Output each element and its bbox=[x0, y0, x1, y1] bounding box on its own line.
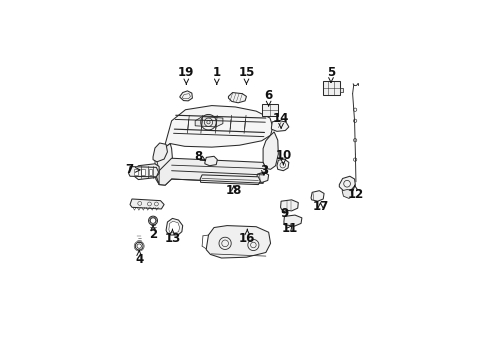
Text: 13: 13 bbox=[164, 229, 180, 245]
Text: 17: 17 bbox=[312, 200, 328, 213]
Polygon shape bbox=[276, 159, 288, 171]
Text: 18: 18 bbox=[225, 184, 242, 197]
Polygon shape bbox=[168, 221, 179, 233]
Polygon shape bbox=[180, 91, 192, 101]
Polygon shape bbox=[166, 219, 183, 235]
Polygon shape bbox=[148, 169, 152, 175]
Text: 5: 5 bbox=[326, 66, 334, 82]
Polygon shape bbox=[339, 87, 342, 92]
Polygon shape bbox=[195, 117, 223, 127]
Polygon shape bbox=[262, 104, 278, 116]
Text: 19: 19 bbox=[178, 66, 194, 84]
Polygon shape bbox=[342, 190, 352, 198]
Polygon shape bbox=[228, 93, 246, 103]
Text: 15: 15 bbox=[238, 66, 254, 84]
Text: 14: 14 bbox=[272, 112, 289, 128]
Polygon shape bbox=[133, 164, 159, 180]
Polygon shape bbox=[157, 158, 265, 185]
Text: 2: 2 bbox=[149, 225, 157, 241]
Polygon shape bbox=[164, 105, 272, 148]
Polygon shape bbox=[256, 172, 268, 183]
Polygon shape bbox=[155, 144, 173, 185]
Text: 12: 12 bbox=[347, 185, 364, 201]
Polygon shape bbox=[128, 167, 158, 177]
Text: 10: 10 bbox=[275, 149, 291, 165]
Polygon shape bbox=[263, 132, 278, 169]
Text: 9: 9 bbox=[280, 207, 288, 220]
Polygon shape bbox=[206, 226, 270, 258]
Polygon shape bbox=[200, 175, 260, 185]
Text: 16: 16 bbox=[239, 229, 255, 245]
Polygon shape bbox=[284, 215, 301, 226]
Polygon shape bbox=[310, 191, 324, 201]
Polygon shape bbox=[322, 81, 339, 95]
Polygon shape bbox=[280, 200, 298, 211]
Polygon shape bbox=[130, 199, 164, 209]
Polygon shape bbox=[141, 169, 145, 175]
Text: 6: 6 bbox=[264, 89, 272, 106]
Text: 11: 11 bbox=[281, 222, 297, 235]
Text: 4: 4 bbox=[135, 251, 143, 266]
Polygon shape bbox=[153, 143, 167, 162]
Text: 3: 3 bbox=[259, 164, 267, 177]
Text: 8: 8 bbox=[193, 150, 205, 163]
Polygon shape bbox=[204, 156, 217, 166]
Text: 1: 1 bbox=[212, 66, 221, 84]
Polygon shape bbox=[339, 176, 355, 191]
Text: 7: 7 bbox=[125, 163, 140, 176]
Polygon shape bbox=[134, 169, 138, 175]
Polygon shape bbox=[155, 157, 159, 185]
Polygon shape bbox=[271, 120, 288, 131]
